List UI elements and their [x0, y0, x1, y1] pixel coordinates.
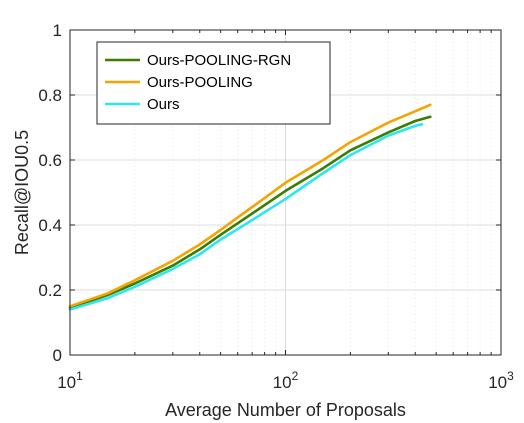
- y-tick-label: 1: [53, 21, 62, 40]
- x-tick-label: 103: [488, 369, 514, 392]
- y-tick-label: 0.4: [38, 216, 62, 235]
- legend-label: Ours-POOLING: [147, 74, 253, 91]
- y-tick-label: 0.2: [38, 281, 62, 300]
- x-tick-label: 101: [57, 369, 83, 392]
- y-tick-label: 0.8: [38, 86, 62, 105]
- y-tick-labels: 0 0.2 0.4 0.6 0.8 1: [38, 21, 62, 365]
- axis-ticks: [69, 29, 502, 356]
- series-line-1: [68, 115, 432, 310]
- y-axis-title: Recall@IOU0.5: [12, 130, 32, 255]
- x-tick-labels: 101 102 103: [57, 369, 514, 392]
- x-tick-label: 102: [273, 369, 299, 392]
- y-tick-label: 0.6: [38, 151, 62, 170]
- legend-label: Ours-POOLING-RGN: [147, 52, 291, 69]
- x-axis-title: Average Number of Proposals: [165, 400, 406, 420]
- series-line-2: [68, 103, 432, 308]
- y-tick-label: 0: [53, 346, 62, 365]
- series-lines: [68, 103, 432, 311]
- legend-label: Ours: [147, 96, 180, 113]
- series-line-3: [68, 123, 424, 311]
- legend: Ours-POOLING-RGN Ours-POOLING Ours: [96, 41, 331, 125]
